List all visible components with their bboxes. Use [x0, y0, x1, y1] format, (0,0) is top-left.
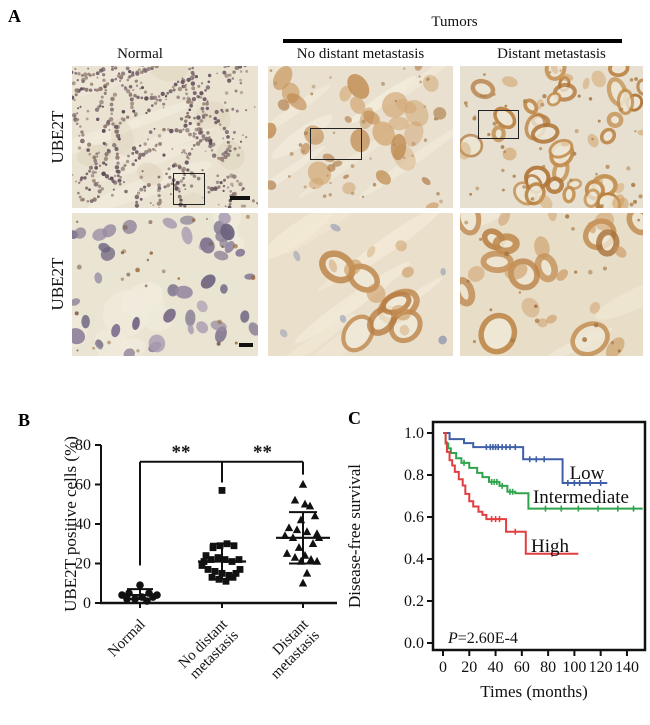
panel-b-letter: B: [18, 410, 31, 430]
b-ytick-label: 80: [75, 437, 91, 454]
c-ytick-label: 1.0: [404, 425, 424, 442]
col-label-distant-metastasis: Distant metastasis: [497, 46, 606, 62]
c-xtick-label: 0: [439, 659, 447, 676]
ihc-image-distant-high: [460, 213, 643, 356]
b-ylabel: UBE2T positive cells (%): [61, 436, 80, 612]
b-xtick-label: Normal: [105, 617, 149, 661]
tumors-group-header: Tumors: [431, 14, 478, 30]
b-ytick-label: 60: [75, 477, 91, 494]
b-ytick-label: 40: [75, 516, 91, 533]
ihc-texture-distant-metastasis-low-mag: [460, 66, 643, 208]
c-xtick-label: 140: [615, 659, 639, 676]
col-label-normal: Normal: [117, 46, 163, 62]
c-xtick-label: 120: [589, 659, 613, 676]
roi-box-normal-low-mag: [173, 173, 205, 205]
c-ylabel: Disease-free survival: [345, 464, 364, 608]
c-xtick-label: 100: [562, 659, 586, 676]
c-pvalue: P=2.60E-4: [447, 630, 518, 647]
panel-c-letter: C: [348, 408, 361, 428]
km-label-intermediate: Intermediate: [533, 487, 629, 508]
c-ytick-label: 0.6: [404, 509, 424, 526]
c-ytick-label: 0.4: [404, 551, 424, 568]
c-xtick-label: 80: [540, 659, 556, 676]
ihc-image-no-distant-low: [268, 66, 453, 208]
c-xtick-label: 40: [488, 659, 504, 676]
c-xtick-label: 60: [514, 659, 530, 676]
row-label-ube2t-bottom: UBE2T: [48, 257, 67, 311]
b-ytick-label: 0: [83, 595, 91, 612]
row-label-ube2t-top: UBE2T: [48, 110, 67, 164]
c-xlabel: Times (months): [480, 682, 588, 701]
scale-bar-normal-high-mag: [239, 343, 253, 347]
km-curve-high: [443, 432, 579, 555]
ihc-texture-distant-metastasis-high-mag: [460, 213, 643, 356]
b-ytick-label: 20: [75, 556, 91, 573]
ihc-texture-normal-low-mag: [72, 66, 258, 208]
c-xtick-label: 20: [461, 659, 477, 676]
ihc-image-normal-low: [72, 66, 258, 208]
km-label-low: Low: [570, 463, 605, 484]
km-curve-low: [443, 432, 608, 484]
c-ytick-label: 0.8: [404, 467, 424, 484]
km-curve-intermediate: [443, 432, 643, 510]
ihc-image-normal-high: [72, 213, 258, 356]
km-label-high: High: [531, 536, 570, 557]
ihc-image-no-distant-high: [268, 213, 453, 356]
ihc-texture-no-distant-metastasis-high-mag: [268, 213, 453, 356]
km-plot-svg: 0.0 0.2 0.4 0.6 0.8 1.0 0 20 40 60 80 100 120 140 Time…: [345, 420, 647, 701]
b-significance-label: **: [253, 442, 272, 463]
ihc-image-distant-low: [460, 66, 643, 208]
roi-box-no-distant-metastasis-low-mag: [310, 128, 362, 160]
scale-bar-normal-low-mag: [230, 196, 250, 200]
ihc-texture-normal-high-mag: [72, 213, 258, 356]
tumors-underline: [283, 39, 622, 43]
b-significance-label: **: [172, 442, 191, 463]
c-ytick-label: 0.0: [404, 635, 424, 652]
roi-box-distant-metastasis-low-mag: [478, 110, 519, 139]
c-ytick-label: 0.2: [404, 593, 424, 610]
panel-a-letter: A: [8, 6, 21, 26]
col-label-no-distant-metastasis: No distant metastasis: [296, 46, 425, 62]
ihc-texture-no-distant-metastasis-low-mag: [268, 66, 453, 208]
